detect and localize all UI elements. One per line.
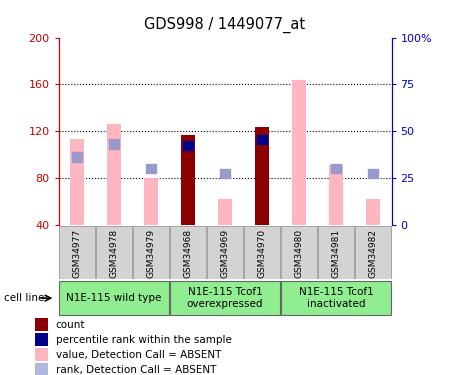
- Text: GSM34980: GSM34980: [294, 230, 303, 279]
- Text: rank, Detection Call = ABSENT: rank, Detection Call = ABSENT: [56, 365, 216, 375]
- FancyBboxPatch shape: [244, 225, 280, 279]
- Bar: [218, 199, 232, 225]
- Text: GSM34970: GSM34970: [257, 230, 266, 279]
- FancyBboxPatch shape: [282, 281, 391, 315]
- FancyBboxPatch shape: [59, 281, 168, 315]
- FancyBboxPatch shape: [35, 363, 48, 375]
- Text: GSM34978: GSM34978: [109, 230, 118, 279]
- Text: GSM34982: GSM34982: [369, 230, 378, 278]
- Bar: [365, 199, 380, 225]
- FancyBboxPatch shape: [58, 225, 95, 279]
- FancyBboxPatch shape: [133, 225, 169, 279]
- Bar: [70, 140, 85, 225]
- FancyBboxPatch shape: [171, 281, 279, 315]
- FancyBboxPatch shape: [355, 225, 392, 279]
- Text: GSM34977: GSM34977: [72, 230, 81, 279]
- Bar: [144, 178, 158, 225]
- Text: value, Detection Call = ABSENT: value, Detection Call = ABSENT: [56, 350, 221, 360]
- Bar: [180, 135, 195, 225]
- Text: N1E-115 Tcof1
inactivated: N1E-115 Tcof1 inactivated: [299, 287, 374, 309]
- FancyBboxPatch shape: [35, 348, 48, 361]
- Text: N1E-115 wild type: N1E-115 wild type: [66, 293, 162, 303]
- Text: GSM34968: GSM34968: [184, 230, 193, 279]
- FancyBboxPatch shape: [281, 225, 317, 279]
- Bar: [328, 165, 343, 225]
- Bar: [255, 127, 270, 225]
- Text: GSM34979: GSM34979: [147, 230, 156, 279]
- Text: cell line: cell line: [4, 293, 45, 303]
- Text: GSM34981: GSM34981: [332, 230, 341, 279]
- FancyBboxPatch shape: [96, 225, 132, 279]
- Text: percentile rank within the sample: percentile rank within the sample: [56, 335, 231, 345]
- FancyBboxPatch shape: [35, 333, 48, 346]
- Text: N1E-115 Tcof1
overexpressed: N1E-115 Tcof1 overexpressed: [187, 287, 263, 309]
- Text: GDS998 / 1449077_at: GDS998 / 1449077_at: [144, 17, 306, 33]
- Bar: [107, 124, 122, 225]
- FancyBboxPatch shape: [35, 318, 48, 331]
- Bar: [292, 80, 306, 225]
- FancyBboxPatch shape: [170, 225, 206, 279]
- Text: GSM34969: GSM34969: [220, 230, 230, 279]
- Text: count: count: [56, 320, 85, 330]
- FancyBboxPatch shape: [207, 225, 243, 279]
- FancyBboxPatch shape: [318, 225, 354, 279]
